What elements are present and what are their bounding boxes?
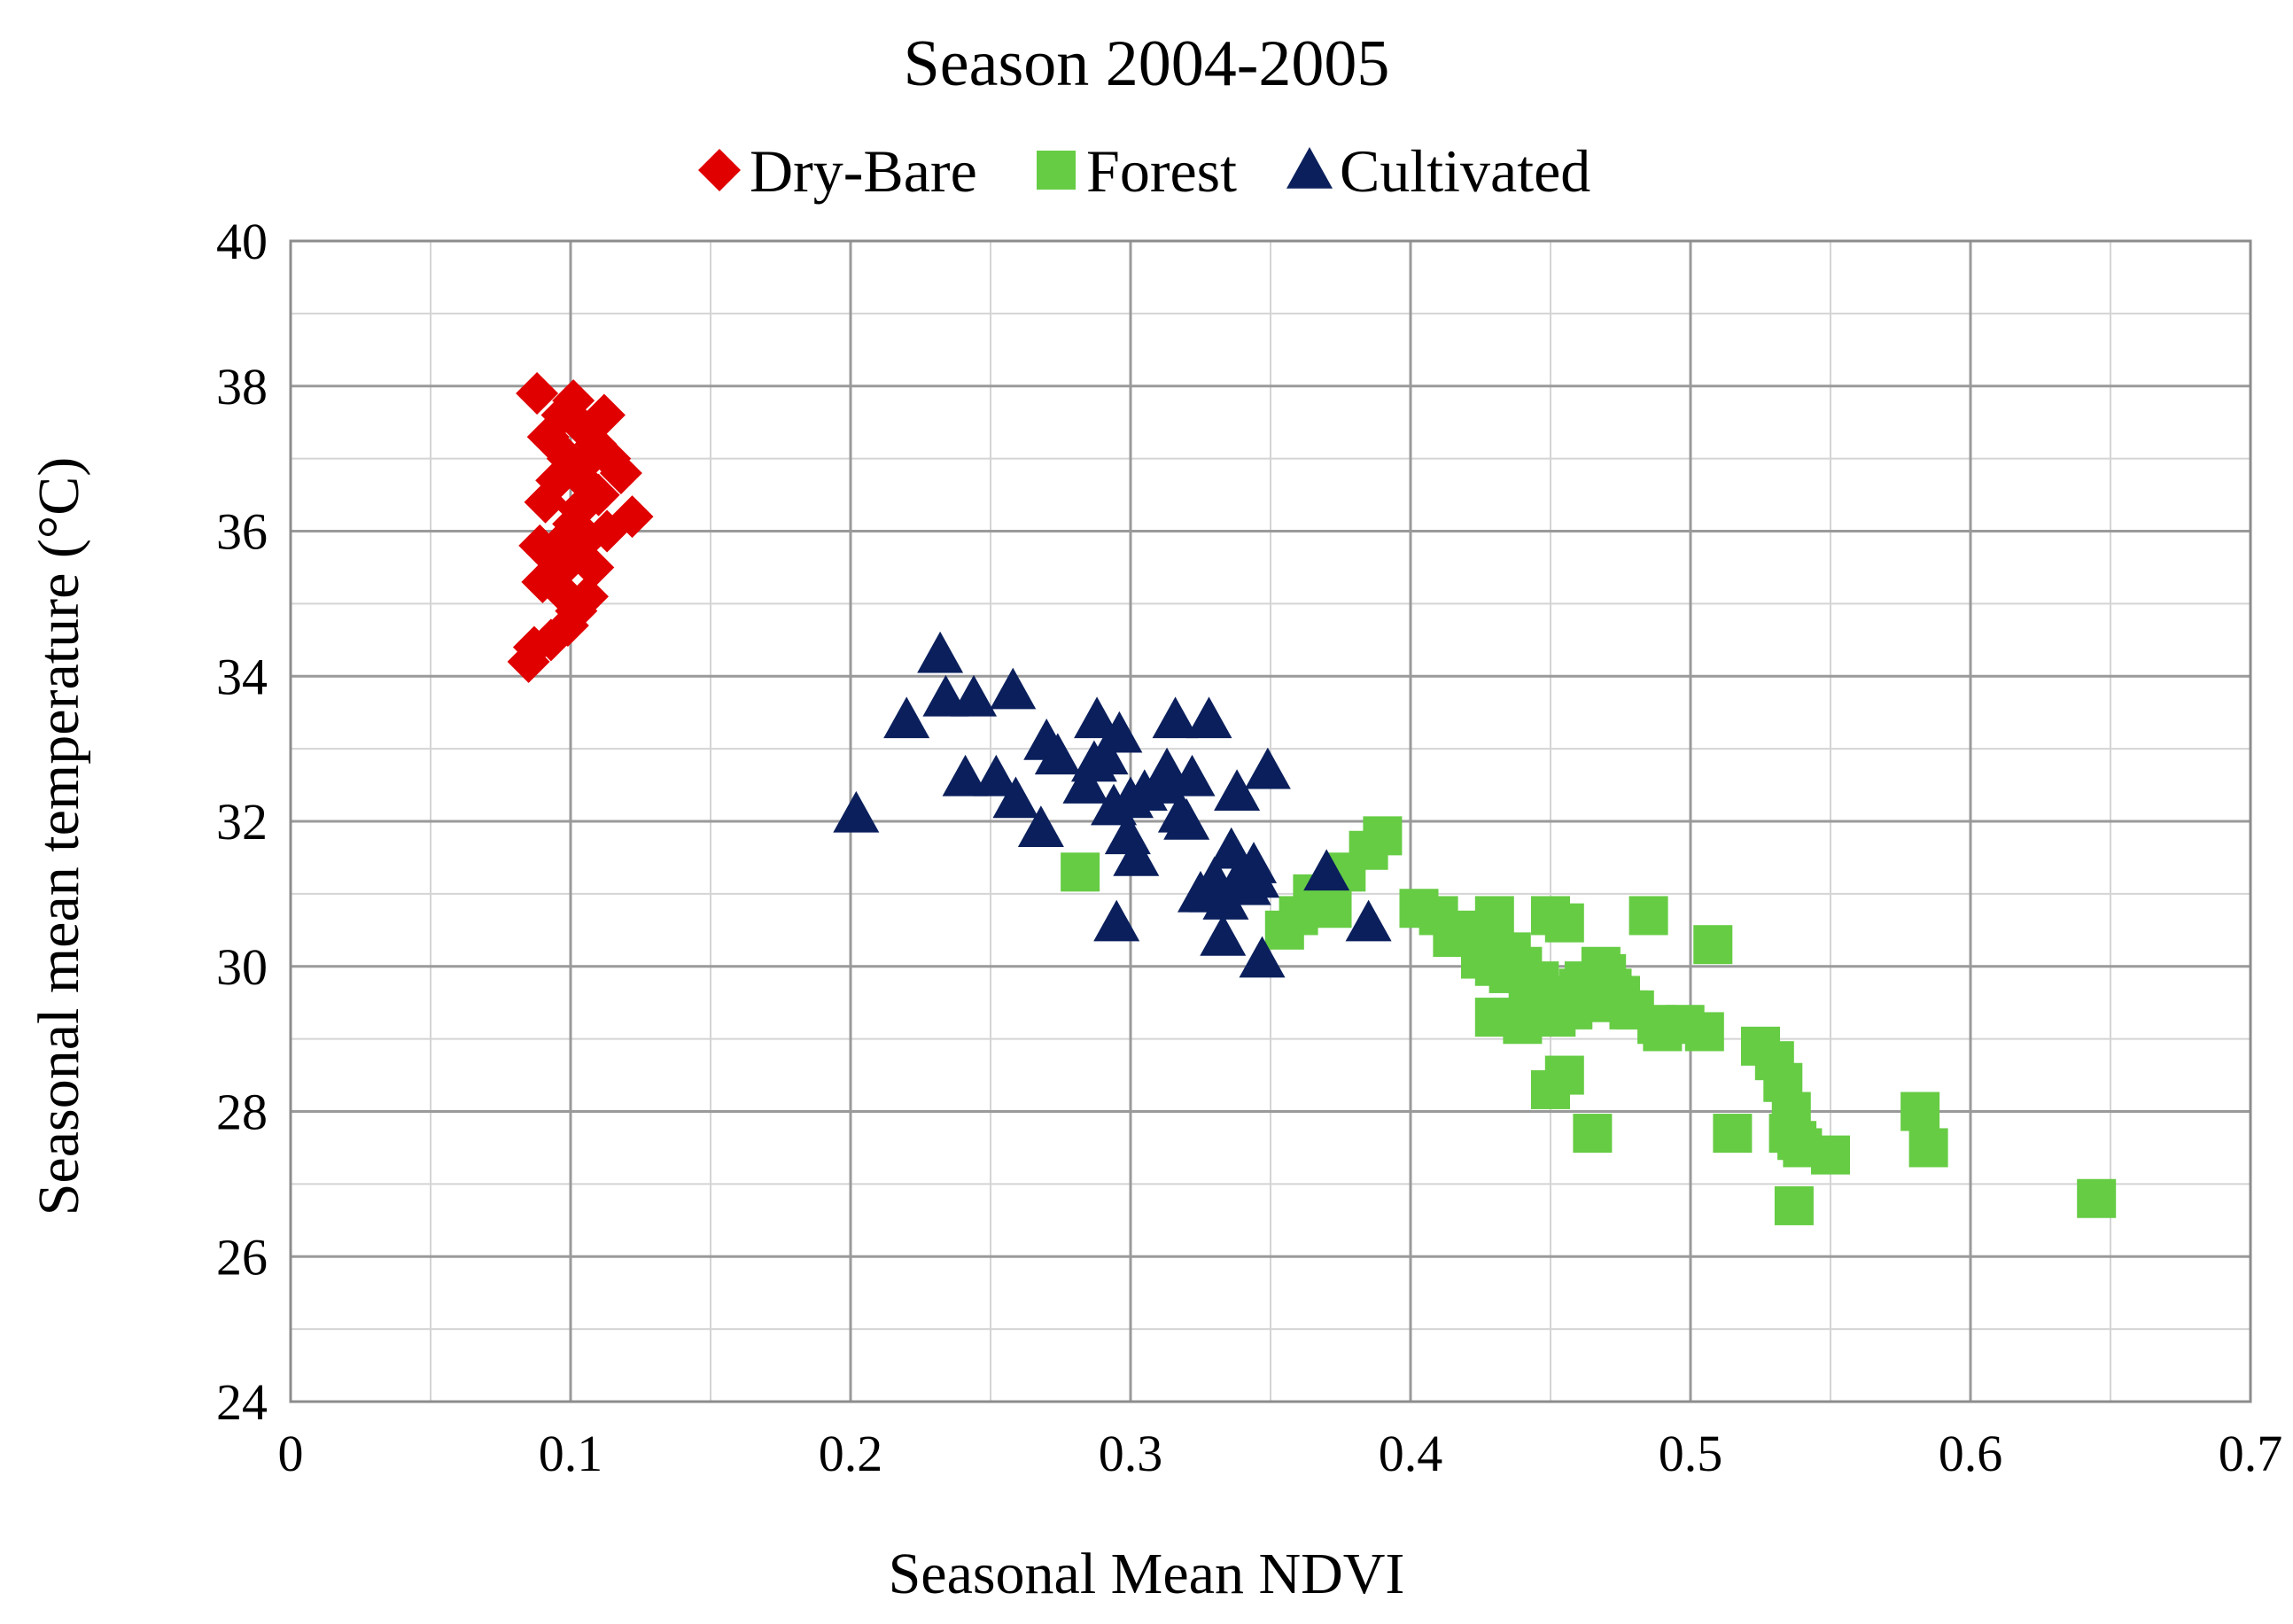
dry-bare-point — [586, 509, 629, 553]
y-tick-label: 36 — [216, 503, 268, 561]
forest-point — [1628, 896, 1668, 936]
forest-point — [1774, 1185, 1814, 1225]
cultivated-point — [1219, 849, 1266, 891]
x-tick-label: 0.6 — [1939, 1425, 2003, 1482]
legend: Dry-Bare Forest Cultivated — [698, 137, 1590, 205]
cultivated-point — [992, 776, 1039, 819]
forest-point — [1544, 903, 1584, 943]
cultivated-point — [1169, 754, 1216, 796]
x-tick-label: 0.2 — [819, 1425, 883, 1482]
x-axis-ticks: 0 0.1 0.2 0.3 0.4 0.5 0.6 0.7 — [278, 1425, 2283, 1482]
cultivated-point — [917, 631, 964, 673]
legend-marker-triangle — [1286, 147, 1333, 189]
x-tick-label: 0.1 — [539, 1425, 603, 1482]
x-tick-label: 0.3 — [1099, 1425, 1163, 1482]
forest-point — [1811, 1135, 1850, 1175]
cultivated-point — [1345, 899, 1392, 942]
dry-bare-point — [571, 546, 615, 589]
forest-point — [1693, 925, 1733, 965]
dry-bare-point — [516, 371, 559, 415]
series-dry-bare — [507, 371, 654, 683]
cultivated-point — [973, 754, 1020, 796]
forest-point — [2077, 1178, 2117, 1218]
legend-marker-square — [1037, 151, 1076, 190]
legend-label: Dry-Bare — [750, 137, 977, 205]
legend-marker-diamond — [698, 149, 741, 191]
x-tick-label: 0.7 — [2219, 1425, 2283, 1482]
chart-title: Season 2004-2005 — [904, 27, 1390, 100]
cultivated-point — [1096, 711, 1143, 753]
y-tick-label: 24 — [216, 1373, 268, 1431]
x-tick-label: 0 — [278, 1425, 304, 1482]
y-tick-label: 30 — [216, 938, 268, 996]
cultivated-point — [1185, 696, 1232, 739]
cultivated-point — [1017, 805, 1064, 847]
y-axis-label: Seasonal mean temperature (°C) — [27, 457, 91, 1216]
dry-bare-point — [529, 618, 572, 662]
forest-point — [1900, 1092, 1940, 1131]
forest-point — [1474, 946, 1514, 986]
forest-point — [1279, 896, 1318, 936]
legend-item: Forest — [1037, 137, 1237, 205]
cultivated-point — [990, 667, 1037, 710]
data-points — [507, 371, 2117, 1225]
cultivated-point — [1239, 936, 1286, 978]
y-tick-label: 28 — [216, 1084, 268, 1141]
x-tick-label: 0.4 — [1379, 1425, 1443, 1482]
forest-point — [1474, 896, 1514, 936]
legend-label: Forest — [1086, 137, 1237, 205]
cultivated-point — [951, 674, 998, 717]
cultivated-point — [942, 754, 989, 796]
legend-item: Cultivated — [1286, 137, 1590, 205]
forest-point — [1061, 852, 1100, 892]
dry-bare-point — [552, 502, 595, 546]
plot-frame — [289, 239, 2252, 1403]
forest-point — [1713, 1114, 1753, 1154]
forest-point — [1908, 1128, 1948, 1168]
plot-area: 0 0.1 0.2 0.3 0.4 0.5 0.6 0.7 24 26 28 30 32 34 36 38 4… — [216, 213, 2282, 1482]
cultivated-point — [1200, 914, 1247, 956]
series-cultivated — [833, 631, 1392, 978]
cultivated-point — [1178, 870, 1224, 913]
y-tick-label: 34 — [216, 648, 268, 705]
forest-point — [1312, 889, 1352, 929]
cultivated-point — [883, 696, 930, 739]
cultivated-point — [1152, 696, 1199, 739]
cultivated-point — [1144, 747, 1191, 789]
dry-bare-point — [507, 640, 550, 683]
legend-label: Cultivated — [1340, 137, 1590, 205]
cultivated-point — [1157, 790, 1204, 833]
y-tick-label: 32 — [216, 793, 268, 851]
cultivated-point — [1070, 740, 1117, 782]
cultivated-point — [1074, 696, 1121, 739]
dry-bare-point — [599, 452, 642, 494]
cultivated-point — [1303, 849, 1350, 891]
forest-point — [1573, 1114, 1613, 1154]
cultivated-point — [1093, 899, 1140, 942]
y-tick-label: 40 — [216, 213, 268, 270]
forest-point — [1474, 998, 1514, 1037]
forest-point — [1536, 998, 1576, 1037]
cultivated-point — [1113, 834, 1160, 876]
series-forest — [1061, 816, 2117, 1225]
forest-point — [1684, 1012, 1724, 1052]
cultivated-point — [833, 790, 880, 833]
cultivated-point — [1062, 762, 1109, 804]
cultivated-point — [1108, 776, 1154, 819]
legend-item: Dry-Bare — [698, 137, 977, 205]
cultivated-point — [1214, 769, 1261, 812]
y-axis-ticks: 24 26 28 30 32 34 36 38 40 — [216, 213, 268, 1431]
y-tick-label: 26 — [216, 1228, 268, 1286]
dry-bare-point — [565, 575, 609, 618]
cultivated-point — [1244, 747, 1291, 789]
dry-bare-point — [524, 480, 567, 524]
x-axis-label: Seasonal Mean NDVI — [889, 1542, 1405, 1606]
x-tick-label: 0.5 — [1659, 1425, 1723, 1482]
forest-point — [1544, 1055, 1584, 1095]
cultivated-point — [1034, 733, 1081, 775]
forest-point — [1637, 1005, 1677, 1045]
y-tick-label: 38 — [216, 358, 268, 416]
